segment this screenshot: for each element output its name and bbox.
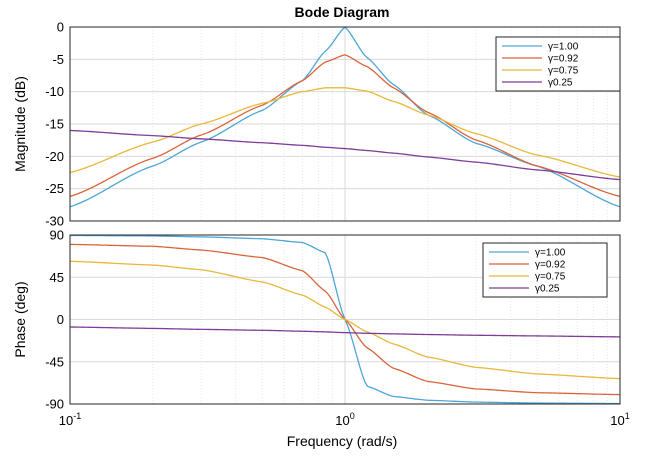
y-tick-label: -20 (45, 149, 64, 164)
legend-label: γ=0.75 (548, 66, 579, 77)
y-tick-label: -10 (45, 84, 64, 99)
y-axis-label: Magnitude (dB) (12, 76, 28, 172)
series-line (69, 87, 621, 178)
y-tick-label: -90 (45, 397, 64, 412)
y-tick-label: -25 (45, 181, 64, 196)
y-tick-label: 45 (50, 270, 64, 285)
series-line (69, 129, 621, 181)
y-axis-label: Phase (deg) (12, 281, 28, 357)
y-tick-label: 0 (57, 312, 64, 327)
axes-frame (69, 26, 621, 222)
legend-label: γ0.25 (535, 284, 560, 295)
legend-label: γ=0.92 (548, 54, 579, 65)
y-tick-label: -15 (45, 117, 64, 132)
x-tick-label: 10-1 (59, 411, 81, 428)
series-line (69, 260, 621, 380)
y-tick-label: -45 (45, 354, 64, 369)
phase-panel: 90 45 0 -45 -90 Phase (deg) γ=1.00γ=0.92γ=0.75… (12, 228, 630, 429)
y-tick-label: -30 (45, 214, 64, 229)
x-tick-label: 100 (335, 411, 354, 428)
y-tick-label: -5 (52, 52, 64, 67)
legend-label: γ=0.75 (535, 272, 566, 283)
legend-label: γ0.25 (548, 78, 573, 89)
y-tick-label: 90 (50, 228, 64, 243)
legend-label: γ=0.92 (535, 260, 566, 271)
series-line (69, 54, 621, 198)
chart-title: Bode Diagram (295, 4, 390, 20)
x-tick-label: 101 (610, 411, 629, 428)
legend-label: γ=1.00 (548, 42, 579, 53)
axes-frame (69, 234, 621, 405)
y-tick-label: 0 (57, 20, 64, 35)
x-axis-label: Frequency (rad/s) (287, 433, 397, 449)
legend-label: γ=1.00 (535, 248, 566, 259)
series-line (69, 326, 621, 338)
